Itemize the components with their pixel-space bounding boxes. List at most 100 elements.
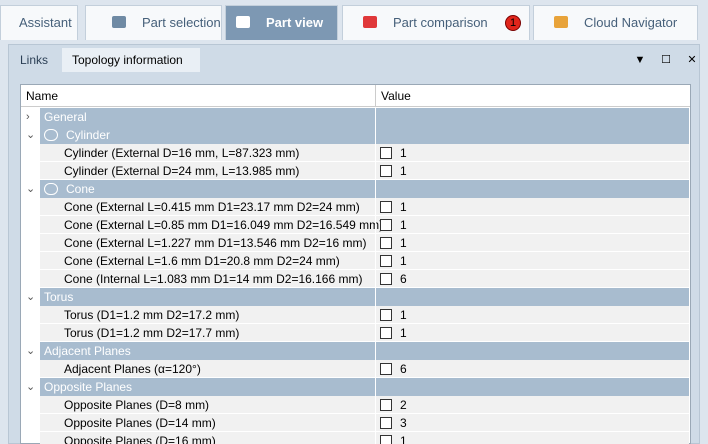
column-divider <box>375 198 376 216</box>
column-divider <box>375 252 376 270</box>
checkbox[interactable] <box>380 201 392 213</box>
checkbox[interactable] <box>380 165 392 177</box>
checkbox[interactable] <box>380 435 392 444</box>
checkbox[interactable] <box>380 237 392 249</box>
expand-toggle[interactable]: ⌄ <box>26 381 36 393</box>
item-value: 1 <box>400 326 407 340</box>
item-name: Cylinder (External D=24 mm, L=13.985 mm) <box>64 164 300 178</box>
checkbox[interactable] <box>380 273 392 285</box>
item-name: Cone (External L=0.415 mm D1=23.17 mm D2… <box>64 200 360 214</box>
item-name: Cone (Internal L=1.083 mm D1=14 mm D2=16… <box>64 272 363 286</box>
tab-icon <box>554 16 568 28</box>
group-row[interactable]: Cone <box>40 180 689 198</box>
notification-badge: 1 <box>505 15 521 31</box>
group-icon <box>44 183 58 195</box>
tab[interactable]: Part view <box>225 5 338 40</box>
group-row[interactable]: Adjacent Planes <box>40 342 689 360</box>
column-divider <box>375 378 376 396</box>
group-name: Cone <box>66 182 95 196</box>
column-divider <box>375 270 376 288</box>
tab[interactable]: Cloud Navigator <box>533 5 698 40</box>
item-row[interactable]: Cone (External L=1.6 mm D1=20.8 mm D2=24… <box>40 252 689 270</box>
item-name: Adjacent Planes (α=120°) <box>64 362 201 376</box>
tab-icon <box>112 16 126 28</box>
column-divider <box>375 396 376 414</box>
tab[interactable]: Assistant <box>0 5 78 40</box>
group-row[interactable]: Torus <box>40 288 689 306</box>
group-row[interactable]: Opposite Planes <box>40 378 689 396</box>
column-divider <box>375 324 376 342</box>
item-value: 1 <box>400 200 407 214</box>
item-name: Cone (External L=1.227 mm D1=13.546 mm D… <box>64 236 367 250</box>
expand-toggle[interactable]: ⌄ <box>26 183 36 195</box>
item-row[interactable]: Cylinder (External D=16 mm, L=87.323 mm)… <box>40 144 689 162</box>
column-divider <box>375 108 376 126</box>
group-icon <box>44 129 58 141</box>
header-cell[interactable]: Value <box>376 85 690 107</box>
tab-icon <box>236 16 250 28</box>
checkbox[interactable] <box>380 363 392 375</box>
header-cell[interactable]: Name <box>21 85 376 107</box>
tab-label: Assistant <box>19 15 72 30</box>
item-name: Cone (External L=1.6 mm D1=20.8 mm D2=24… <box>64 254 340 268</box>
group-row[interactable]: General <box>40 108 689 126</box>
tab[interactable]: Part comparison 1 <box>342 5 530 40</box>
item-row[interactable]: Cone (External L=0.415 mm D1=23.17 mm D2… <box>40 198 689 216</box>
checkbox[interactable] <box>380 417 392 429</box>
column-divider <box>375 342 376 360</box>
item-row[interactable]: Opposite Planes (D=8 mm) 2 <box>40 396 689 414</box>
item-value: 6 <box>400 362 407 376</box>
item-name: Opposite Planes (D=14 mm) <box>64 416 216 430</box>
item-name: Torus (D1=1.2 mm D2=17.2 mm) <box>64 308 240 322</box>
checkbox[interactable] <box>380 399 392 411</box>
item-row[interactable]: Opposite Planes (D=16 mm) 1 <box>40 432 689 444</box>
group-name: Adjacent Planes <box>44 344 131 358</box>
item-value: 1 <box>400 254 407 268</box>
window-button[interactable]: ☐ <box>661 54 671 66</box>
tab-label: Cloud Navigator <box>584 15 678 30</box>
column-divider <box>375 432 376 444</box>
checkbox[interactable] <box>380 219 392 231</box>
item-value: 1 <box>400 164 407 178</box>
group-row[interactable]: Cylinder <box>40 126 689 144</box>
item-name: Torus (D1=1.2 mm D2=17.7 mm) <box>64 326 240 340</box>
item-name: Cone (External L=0.85 mm D1=16.049 mm D2… <box>64 218 384 232</box>
tab-label: Part view <box>266 15 324 30</box>
item-name: Opposite Planes (D=8 mm) <box>64 398 210 412</box>
checkbox[interactable] <box>380 327 392 339</box>
column-divider <box>375 234 376 252</box>
checkbox[interactable] <box>380 255 392 267</box>
expand-toggle[interactable]: ⌄ <box>26 291 36 303</box>
item-row[interactable]: Cone (Internal L=1.083 mm D1=14 mm D2=16… <box>40 270 689 288</box>
checkbox[interactable] <box>380 309 392 321</box>
item-value: 1 <box>400 146 407 160</box>
expand-toggle[interactable]: ⌄ <box>26 345 36 357</box>
item-value: 1 <box>400 434 407 444</box>
group-name: Cylinder <box>66 128 111 142</box>
expand-toggle[interactable]: ⌄ <box>26 129 36 141</box>
expand-toggle[interactable]: › <box>26 111 30 123</box>
group-name: Torus <box>44 290 74 304</box>
item-row[interactable]: Cone (External L=0.85 mm D1=16.049 mm D2… <box>40 216 689 234</box>
group-name: Opposite Planes <box>44 380 133 394</box>
checkbox[interactable] <box>380 147 392 159</box>
item-row[interactable]: Torus (D1=1.2 mm D2=17.2 mm) 1 <box>40 306 689 324</box>
tab[interactable]: Part selection <box>85 5 222 40</box>
item-row[interactable]: Adjacent Planes (α=120°) 6 <box>40 360 689 378</box>
subtab[interactable]: Topology information <box>62 48 200 72</box>
subtab[interactable]: Links <box>20 53 49 67</box>
item-value: 3 <box>400 416 407 430</box>
window-button[interactable]: ✕ <box>687 54 697 66</box>
item-value: 1 <box>400 236 407 250</box>
column-divider <box>375 162 376 180</box>
item-row[interactable]: Cone (External L=1.227 mm D1=13.546 mm D… <box>40 234 689 252</box>
column-divider <box>375 216 376 234</box>
item-row[interactable]: Torus (D1=1.2 mm D2=17.7 mm) 1 <box>40 324 689 342</box>
tab-label: Part selection <box>142 15 221 30</box>
column-divider <box>375 180 376 198</box>
window-button[interactable]: ▼ <box>634 54 646 66</box>
item-row[interactable]: Cylinder (External D=24 mm, L=13.985 mm)… <box>40 162 689 180</box>
item-row[interactable]: Opposite Planes (D=14 mm) 3 <box>40 414 689 432</box>
column-divider <box>375 414 376 432</box>
item-value: 2 <box>400 398 407 412</box>
